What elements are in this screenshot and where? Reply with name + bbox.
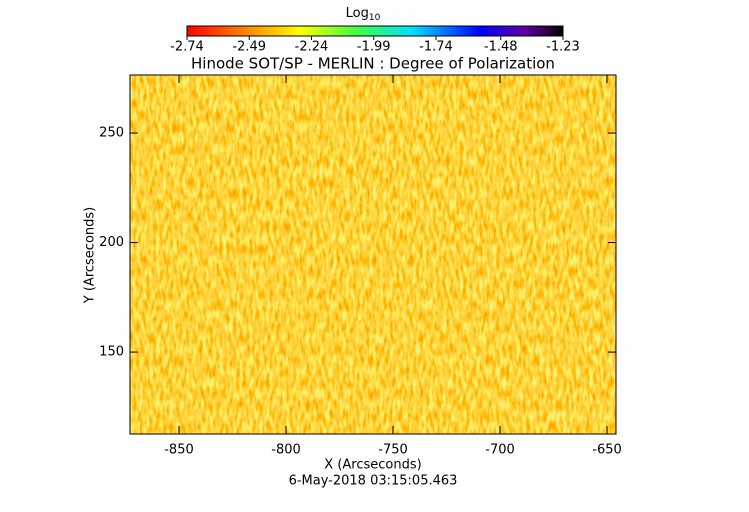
plot-frame	[129, 74, 617, 435]
y-tick-label: 150	[99, 345, 124, 360]
colorbar-tick-label: -2.24	[295, 40, 329, 55]
x-tick-label: -800	[271, 443, 301, 458]
x-axis-label: X (Arcseconds)	[324, 458, 421, 473]
x-tick-label: -850	[164, 443, 194, 458]
image	[130, 75, 616, 434]
colorbar-tick-label: -1.74	[419, 40, 453, 55]
colorbar-tick-label: -2.74	[170, 40, 204, 55]
y-tick-label: 200	[99, 235, 124, 250]
colorbar-tick-label: -1.99	[357, 40, 391, 55]
colorbar	[186, 25, 564, 37]
chart-title: Hinode SOT/SP - MERLIN : Degree of Polar…	[191, 55, 555, 73]
colorbar-tick-label: -1.48	[484, 40, 518, 55]
x-tick-label: -750	[378, 443, 408, 458]
y-axis-label: Y (Arcseconds)	[83, 207, 98, 304]
colorbar-label-text: Log	[346, 6, 369, 21]
colorbar-tick-label: -1.23	[546, 40, 580, 55]
footer: 6-May-2018 03:15:05.463	[289, 474, 458, 489]
colorbar-label-subscript: 10	[369, 13, 381, 23]
x-tick-label: -700	[485, 443, 515, 458]
x-tick-label: -650	[592, 443, 622, 458]
colorbar-label: Log10	[346, 6, 381, 23]
colorbar-tick-label: -2.49	[232, 40, 266, 55]
y-tick-label: 250	[99, 126, 124, 141]
